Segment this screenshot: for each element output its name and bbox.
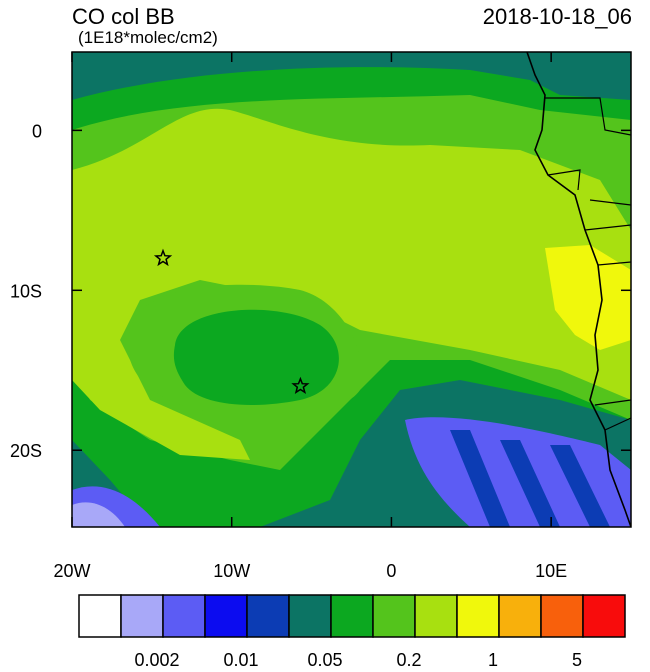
field-lightblue-sw	[72, 502, 125, 527]
field-blue-dark	[450, 430, 610, 527]
field-yellow	[545, 245, 631, 350]
field-light-green	[72, 108, 631, 460]
colorbar-label: 1	[488, 650, 498, 667]
colorbar-box	[414, 594, 458, 638]
map-frame	[71, 51, 632, 528]
colorbar-box	[78, 594, 122, 638]
subtitle: (1E18*molec/cm2)	[78, 28, 218, 47]
colorbar-box	[582, 594, 626, 638]
axes: 20W 10W 0 10E 0 10S 20S	[10, 52, 631, 581]
borders	[545, 97, 631, 431]
field-core	[173, 309, 339, 405]
colorbar-box	[288, 594, 332, 638]
x-tick-label: 20W	[53, 561, 90, 581]
marker-star	[153, 248, 173, 267]
title: CO col BB	[72, 4, 175, 29]
colorbar-box	[498, 594, 542, 638]
colorbar-box	[330, 594, 374, 638]
colorbar: 0.002 0.01 0.05 0.2 1 5	[78, 594, 626, 670]
colorbar-label: 0.01	[223, 650, 258, 667]
colorbar-box	[162, 594, 206, 638]
colorbar-box	[372, 594, 416, 638]
colorbar-box	[204, 594, 248, 638]
colorbar-label: 5	[572, 650, 582, 667]
colorbar-label: 0.002	[134, 650, 179, 667]
colorbar-label: 0.05	[307, 650, 342, 667]
colorbar-box	[456, 594, 500, 638]
y-tick-label: 10S	[10, 281, 42, 301]
map-field	[72, 52, 631, 527]
colorbar-box	[540, 594, 584, 638]
colorbar-label: 0.2	[396, 650, 421, 667]
colorbar-box	[120, 594, 164, 638]
colorbar-box	[246, 594, 290, 638]
x-tick-label: 10E	[535, 561, 567, 581]
x-tick-label: 0	[386, 561, 396, 581]
x-tick-label: 10W	[213, 561, 250, 581]
y-tick-label: 0	[32, 121, 42, 141]
y-tick-label: 20S	[10, 441, 42, 461]
marker-star	[291, 376, 310, 394]
date: 2018-10-18_06	[483, 4, 632, 29]
